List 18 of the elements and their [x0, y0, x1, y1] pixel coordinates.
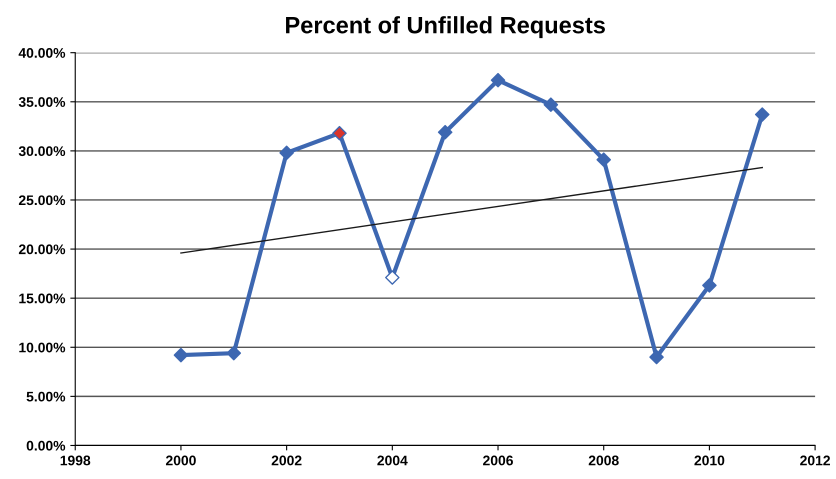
- x-tick-label: 2002: [272, 456, 302, 466]
- chart-title: Percent of Unfilled Requests: [286, 16, 605, 38]
- x-tick-label: 2006: [483, 456, 513, 466]
- y-tick-label: 35.00%: [18, 97, 66, 107]
- y-tick-label: 15.00%: [19, 294, 66, 304]
- y-tick-label: 0.00%: [26, 440, 66, 451]
- x-tick-label: 1998: [60, 456, 90, 466]
- x-tick-label: 2008: [588, 456, 619, 466]
- y-tick-label: 10.00%: [19, 342, 66, 352]
- x-tick-label: 2000: [166, 456, 196, 466]
- y-tick-label: 5.00%: [26, 392, 66, 402]
- y-tick-label: 25.00%: [18, 195, 66, 206]
- x-tick-label: 2012: [800, 456, 830, 466]
- y-tick-label: 40.00%: [18, 48, 66, 58]
- y-tick-label: 30.00%: [18, 146, 66, 156]
- y-tick-label: 20.00%: [18, 244, 66, 254]
- x-tick-label: 2010: [694, 456, 724, 466]
- x-tick-label: 2004: [377, 456, 408, 466]
